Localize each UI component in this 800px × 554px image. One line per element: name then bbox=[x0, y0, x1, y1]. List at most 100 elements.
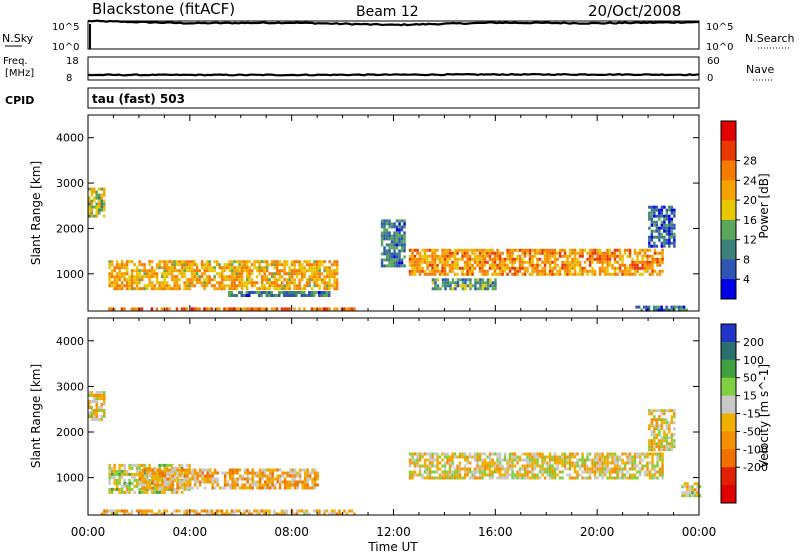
data-cell bbox=[130, 475, 134, 479]
data-cell bbox=[474, 278, 477, 282]
data-cell bbox=[528, 470, 532, 474]
data-cell bbox=[90, 391, 93, 394]
data-cell bbox=[667, 308, 671, 312]
data-cell bbox=[130, 512, 134, 516]
data-cell bbox=[150, 509, 154, 513]
data-cell bbox=[163, 278, 166, 282]
data-cell bbox=[408, 260, 412, 264]
data-cell bbox=[548, 248, 552, 252]
data-cell bbox=[258, 512, 261, 516]
data-cell bbox=[161, 480, 164, 484]
data-cell bbox=[110, 472, 114, 476]
data-cell bbox=[181, 483, 184, 487]
data-cell bbox=[418, 254, 422, 258]
data-cell bbox=[573, 470, 577, 474]
data-cell bbox=[586, 272, 589, 276]
data-cell bbox=[491, 452, 494, 456]
data-cell bbox=[488, 266, 492, 270]
data-cell bbox=[283, 483, 287, 487]
data-cell bbox=[151, 486, 154, 490]
data-cell bbox=[665, 439, 669, 443]
data-cell bbox=[466, 263, 469, 267]
data-cell bbox=[408, 461, 412, 465]
data-cell bbox=[340, 512, 344, 516]
data-cell bbox=[526, 464, 529, 468]
data-cell bbox=[270, 284, 274, 288]
data-cell bbox=[416, 260, 419, 264]
data-cell bbox=[533, 452, 537, 456]
data-cell bbox=[646, 467, 649, 471]
data-cell bbox=[140, 490, 144, 494]
data-cell bbox=[153, 272, 156, 276]
data-cell bbox=[208, 471, 212, 475]
data-cell bbox=[661, 251, 664, 255]
data-cell bbox=[113, 487, 116, 491]
data-cell bbox=[566, 257, 569, 261]
data-cell bbox=[448, 263, 452, 267]
data-cell bbox=[231, 483, 234, 487]
data-cell bbox=[660, 241, 664, 245]
data-cell bbox=[531, 476, 534, 480]
data-cell bbox=[588, 263, 592, 267]
data-cell bbox=[636, 476, 639, 480]
data-cell bbox=[223, 483, 227, 487]
data-cell bbox=[110, 466, 114, 470]
data-cell bbox=[403, 225, 406, 229]
data-cell bbox=[541, 452, 544, 456]
data-cell bbox=[434, 287, 437, 291]
data-cell bbox=[553, 248, 557, 252]
data-cell bbox=[431, 464, 434, 468]
data-cell bbox=[130, 481, 134, 485]
data-cell bbox=[141, 477, 144, 481]
data-cell bbox=[601, 476, 604, 480]
data-cell bbox=[388, 222, 391, 226]
data-cell bbox=[488, 473, 492, 477]
data-cell bbox=[138, 466, 141, 470]
data-cell bbox=[461, 455, 464, 459]
data-cell bbox=[441, 278, 445, 282]
data-cell bbox=[340, 307, 344, 311]
data-cell bbox=[240, 512, 244, 516]
data-cell bbox=[255, 260, 259, 264]
data-cell bbox=[400, 258, 404, 262]
data-cell bbox=[145, 287, 149, 291]
data-cell bbox=[165, 275, 169, 279]
data-cell bbox=[130, 463, 134, 467]
data-cell bbox=[621, 473, 624, 477]
data-cell bbox=[295, 512, 299, 516]
data-cell bbox=[693, 494, 697, 498]
data-cell bbox=[476, 278, 480, 282]
data-cell bbox=[523, 452, 527, 456]
data-cell bbox=[608, 254, 612, 258]
data-cell bbox=[90, 199, 93, 203]
data-cell bbox=[488, 464, 492, 468]
data-cell bbox=[323, 512, 326, 516]
data-cell bbox=[118, 284, 121, 288]
data-cell bbox=[468, 461, 472, 465]
data-cell bbox=[395, 219, 399, 223]
data-cell bbox=[523, 260, 527, 264]
data-cell bbox=[211, 480, 214, 484]
data-cell bbox=[300, 278, 304, 282]
data-cell bbox=[385, 243, 389, 247]
data-cell bbox=[463, 476, 467, 480]
data-cell bbox=[128, 284, 131, 288]
data-cell bbox=[660, 223, 664, 227]
data-cell bbox=[446, 254, 449, 258]
data-cell bbox=[323, 284, 326, 288]
data-cell bbox=[120, 266, 124, 270]
data-cell bbox=[325, 272, 329, 276]
data-cell bbox=[301, 486, 304, 490]
data-cell bbox=[426, 254, 429, 258]
data-cell bbox=[241, 477, 244, 481]
data-cell bbox=[583, 461, 587, 465]
data-cell bbox=[168, 269, 171, 273]
data-cell bbox=[493, 272, 497, 276]
data-cell bbox=[210, 512, 214, 516]
data-cell bbox=[266, 477, 269, 481]
data-cell bbox=[411, 461, 414, 465]
data-cell bbox=[541, 272, 544, 276]
data-cell bbox=[335, 260, 339, 264]
data-cell bbox=[273, 486, 277, 490]
data-cell bbox=[198, 278, 201, 282]
